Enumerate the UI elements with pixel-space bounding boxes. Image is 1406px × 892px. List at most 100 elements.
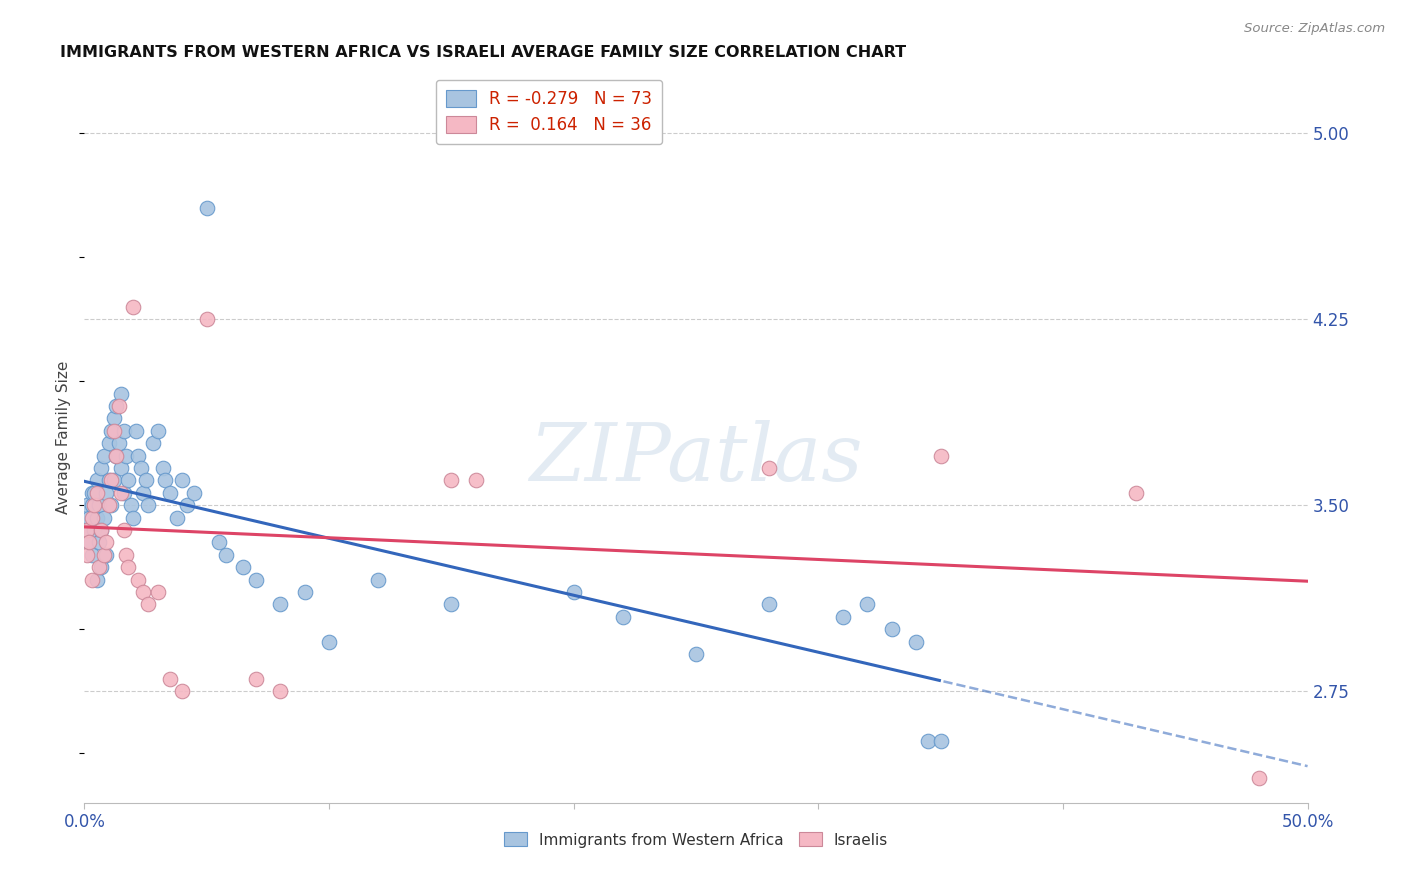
Point [105, 449, 128, 463]
Point [215, 548, 238, 562]
Point [132, 585, 155, 599]
Point [90, 523, 112, 537]
Point [80, 573, 103, 587]
Point [1125, 486, 1147, 500]
Point [367, 573, 389, 587]
Point [132, 486, 155, 500]
Point [929, 734, 952, 748]
Point [90, 461, 112, 475]
Point [127, 573, 149, 587]
Point [112, 523, 135, 537]
Point [86, 486, 108, 500]
Point [76, 498, 98, 512]
Point [112, 486, 135, 500]
Point [125, 424, 148, 438]
Point [905, 634, 928, 648]
Point [105, 399, 128, 413]
Point [880, 622, 903, 636]
Point [87, 535, 110, 549]
Point [107, 436, 129, 450]
Point [269, 598, 291, 612]
Point [562, 585, 585, 599]
Point [83, 523, 105, 537]
Point [269, 684, 291, 698]
Point [76, 523, 98, 537]
Point [127, 449, 149, 463]
Point [110, 486, 132, 500]
Point [96, 548, 118, 562]
Point [172, 474, 194, 488]
Point [136, 498, 159, 512]
Point [129, 461, 152, 475]
Point [117, 560, 139, 574]
Point [110, 386, 132, 401]
Point [86, 474, 108, 488]
Point [77, 510, 100, 524]
Point [87, 560, 110, 574]
Point [135, 474, 157, 488]
Point [93, 449, 115, 463]
Point [76, 523, 98, 537]
Point [159, 486, 181, 500]
Point [90, 523, 112, 537]
Point [96, 486, 118, 500]
Point [107, 399, 129, 413]
Point [208, 535, 231, 549]
Point [96, 535, 118, 549]
Point [831, 610, 853, 624]
Point [758, 598, 780, 612]
Point [122, 510, 145, 524]
Point [97, 436, 120, 450]
Point [93, 510, 115, 524]
Point [294, 585, 316, 599]
Point [115, 548, 138, 562]
Point [152, 461, 174, 475]
Point [103, 411, 125, 425]
Point [245, 672, 267, 686]
Point [97, 474, 120, 488]
Point [917, 734, 939, 748]
Text: ZIPatlas: ZIPatlas [529, 420, 863, 498]
Point [166, 510, 188, 524]
Point [103, 424, 125, 438]
Point [83, 498, 105, 512]
Point [685, 647, 707, 661]
Point [77, 535, 100, 549]
Point [110, 461, 132, 475]
Point [77, 535, 100, 549]
Point [105, 449, 128, 463]
Point [464, 474, 486, 488]
Point [146, 424, 169, 438]
Point [183, 486, 205, 500]
Point [146, 585, 169, 599]
Point [612, 610, 634, 624]
Point [195, 201, 218, 215]
Point [100, 424, 122, 438]
Point [80, 486, 103, 500]
Point [97, 498, 120, 512]
Point [86, 573, 108, 587]
Point [87, 498, 110, 512]
Point [142, 436, 165, 450]
Point [1247, 771, 1270, 785]
Point [86, 510, 108, 524]
Point [90, 560, 112, 574]
Point [83, 486, 105, 500]
Point [440, 474, 463, 488]
Point [318, 634, 340, 648]
Point [245, 573, 267, 587]
Point [153, 474, 176, 488]
Point [80, 498, 103, 512]
Point [76, 548, 98, 562]
Text: IMMIGRANTS FROM WESTERN AFRICA VS ISRAELI AVERAGE FAMILY SIZE CORRELATION CHART: IMMIGRANTS FROM WESTERN AFRICA VS ISRAEL… [60, 45, 905, 61]
Point [159, 672, 181, 686]
Point [172, 684, 194, 698]
Point [122, 300, 145, 314]
Point [929, 449, 952, 463]
Point [232, 560, 254, 574]
Point [80, 510, 103, 524]
Point [856, 598, 879, 612]
Point [195, 312, 218, 326]
Y-axis label: Average Family Size: Average Family Size [56, 360, 72, 514]
Point [112, 424, 135, 438]
